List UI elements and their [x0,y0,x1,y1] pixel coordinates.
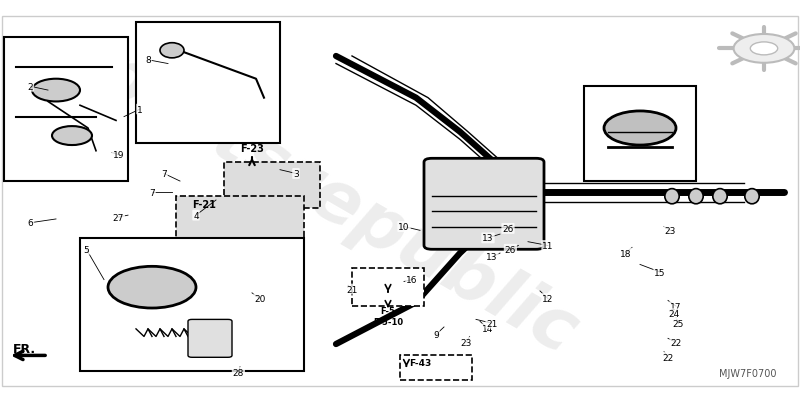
Text: 11: 11 [542,241,554,250]
Text: 21: 21 [346,285,358,294]
Text: F-21: F-21 [192,200,216,210]
Text: 23: 23 [461,338,472,347]
Text: 22: 22 [662,353,674,362]
FancyBboxPatch shape [352,269,424,306]
FancyBboxPatch shape [136,23,280,144]
Text: 7: 7 [149,188,155,197]
Text: 3: 3 [293,170,299,178]
Text: 20: 20 [254,294,266,303]
Text: 2: 2 [27,83,34,91]
Text: 19: 19 [113,151,124,160]
Text: 13: 13 [482,234,494,243]
Text: 17: 17 [670,302,682,311]
Circle shape [604,111,676,146]
Text: 10: 10 [398,223,410,231]
FancyBboxPatch shape [424,159,544,250]
Ellipse shape [689,189,703,204]
Text: 27: 27 [113,213,124,222]
Text: 7: 7 [161,170,167,178]
Text: 22: 22 [670,338,682,347]
Ellipse shape [713,189,727,204]
Ellipse shape [160,44,184,59]
Circle shape [108,267,196,308]
Text: 12: 12 [542,294,554,303]
Circle shape [734,35,794,64]
Text: 24: 24 [668,310,679,318]
Text: 18: 18 [620,249,631,258]
Text: 25: 25 [673,319,684,328]
FancyBboxPatch shape [80,238,304,371]
Text: 5: 5 [83,245,90,254]
FancyBboxPatch shape [400,356,472,380]
Text: 6: 6 [27,219,34,228]
Text: 4: 4 [193,211,199,220]
FancyBboxPatch shape [176,197,304,269]
Text: 13: 13 [486,253,498,262]
Text: MJW7F0700: MJW7F0700 [718,368,776,378]
Text: FR.: FR. [13,342,36,355]
Text: 14: 14 [482,324,494,334]
Text: 21: 21 [486,319,498,328]
FancyBboxPatch shape [584,87,696,182]
Text: 26: 26 [505,245,516,254]
Text: 15: 15 [654,268,666,277]
Circle shape [750,43,778,56]
Circle shape [32,79,80,102]
Text: F-23: F-23 [240,143,264,153]
Text: 28: 28 [233,368,244,377]
Text: 16: 16 [406,275,418,284]
Ellipse shape [745,189,759,204]
Text: 1: 1 [137,105,143,114]
Text: 23: 23 [665,226,676,235]
FancyBboxPatch shape [224,163,320,208]
Text: partsrepublic: partsrepublic [82,34,590,367]
Text: 9: 9 [433,330,439,339]
Ellipse shape [665,189,679,204]
Circle shape [52,127,92,146]
Text: F-43: F-43 [410,358,432,368]
FancyBboxPatch shape [4,38,128,182]
FancyBboxPatch shape [188,320,232,357]
Text: 26: 26 [502,225,514,233]
Text: 8: 8 [145,56,151,65]
Text: F-5
F-5-10: F-5 F-5-10 [373,306,403,326]
